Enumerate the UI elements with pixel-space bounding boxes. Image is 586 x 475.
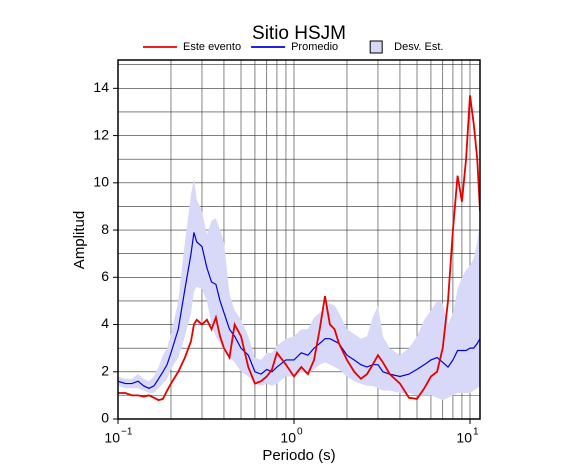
std-band: [118, 178, 480, 401]
y-tick-label: 8: [101, 221, 109, 237]
x-tick-exponent: 0: [297, 427, 303, 438]
legend-swatch: [369, 40, 383, 54]
y-tick-label: 14: [93, 79, 109, 95]
plot-area: [118, 95, 480, 402]
x-tick-exponent: 1: [473, 427, 479, 438]
legend-label: Promedio: [291, 41, 338, 53]
series-line: [118, 95, 480, 402]
y-tick-label: 6: [101, 268, 109, 284]
frame: [117, 59, 481, 420]
chart-title: Sitio HSJM: [252, 23, 346, 44]
legend-label: Desv. Est.: [394, 41, 443, 53]
y-tick-label: 0: [101, 410, 109, 426]
y-tick-label: 10: [93, 174, 109, 190]
y-tick-label: 2: [101, 362, 109, 378]
legend: Este evento Promedio Desv. Est.: [143, 40, 443, 54]
x-tick-label: 10: [280, 430, 296, 446]
x-axis-label: Periodo (s): [262, 447, 335, 464]
series-line: [118, 232, 480, 389]
x-tick-label: 10: [104, 430, 120, 446]
y-axis-label: Amplitud: [71, 211, 88, 269]
x-tick-label: 10: [456, 430, 472, 446]
legend-label: Este evento: [183, 41, 241, 53]
x-tick-exponent: −1: [121, 427, 133, 438]
y-tick-label: 4: [101, 315, 109, 331]
y-tick-label: 12: [93, 126, 109, 142]
